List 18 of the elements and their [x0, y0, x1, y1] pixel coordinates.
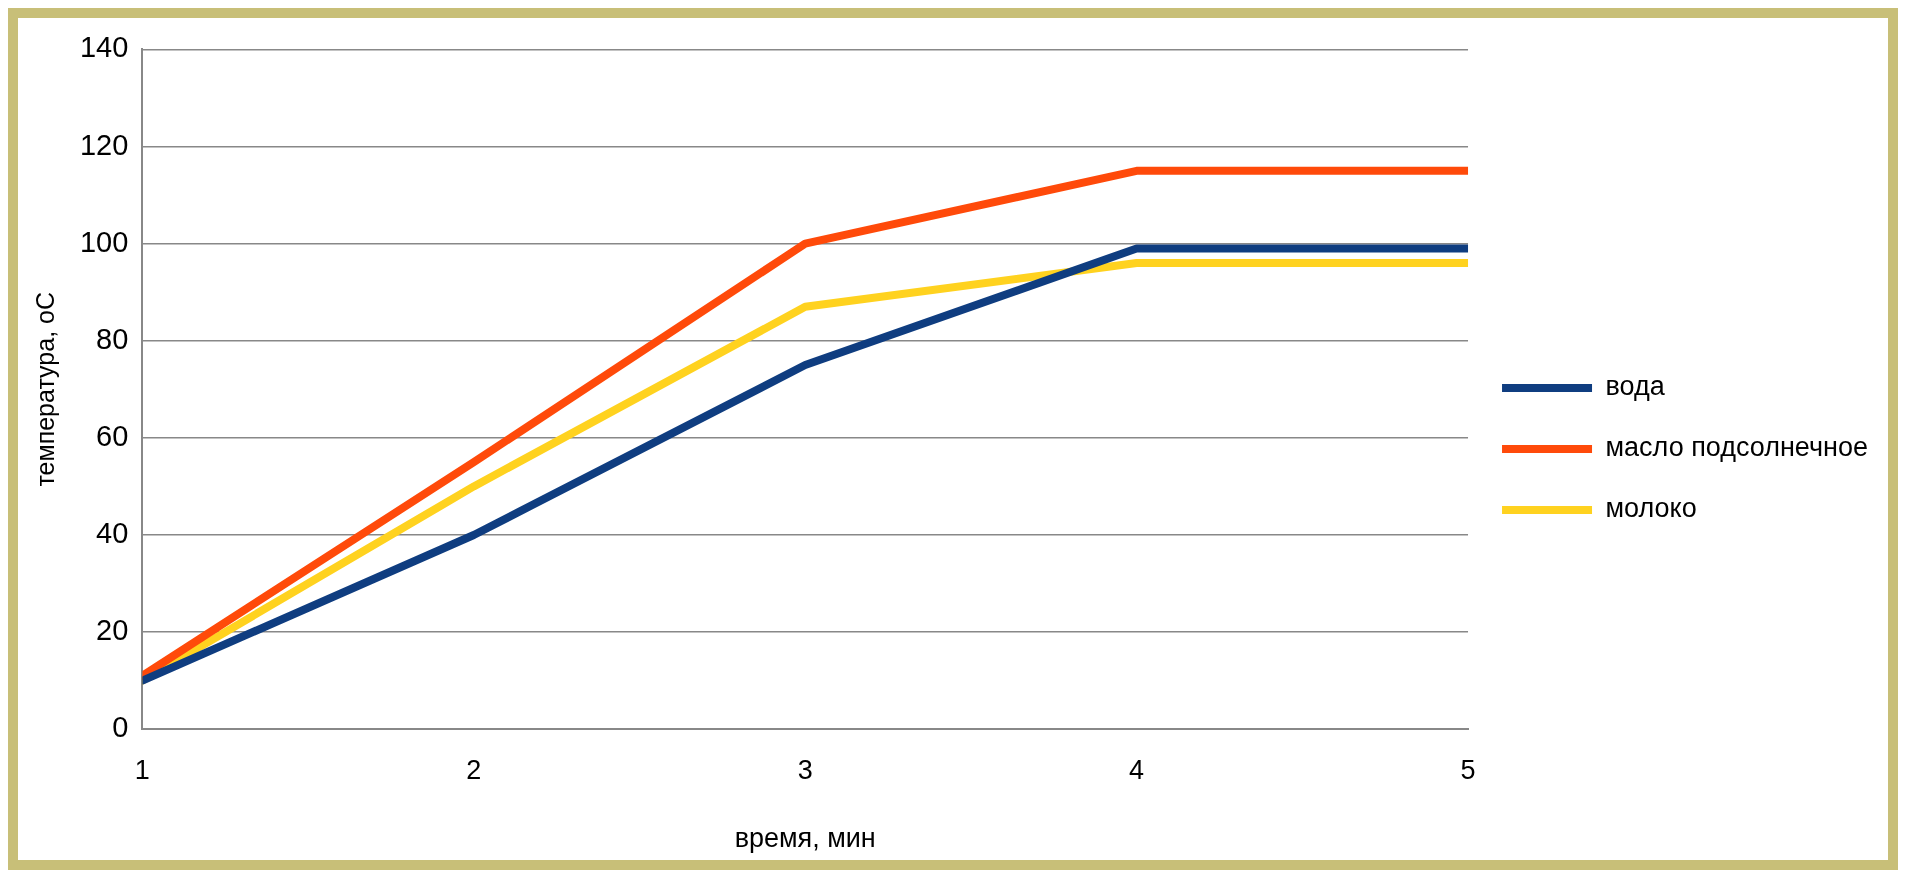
- y-tick-label: 140: [79, 31, 129, 64]
- y-tick-label: 40: [96, 516, 129, 549]
- y-axis-title: температура, оС: [30, 292, 59, 487]
- legend-label: молоко: [1605, 493, 1697, 524]
- x-tick-label: 3: [797, 754, 813, 785]
- x-tick-label: 5: [1460, 754, 1476, 785]
- x-tick-label: 1: [134, 754, 150, 785]
- y-tick-label: 80: [96, 322, 129, 355]
- y-tick-label: 60: [96, 419, 129, 452]
- y-tick-label: 0: [112, 711, 129, 744]
- legend-label: вода: [1605, 371, 1666, 402]
- y-tick-label: 20: [96, 614, 129, 647]
- x-axis-title: время, мин: [734, 823, 876, 854]
- y-tick-label: 120: [79, 128, 129, 161]
- x-tick-label: 4: [1129, 754, 1145, 785]
- legend-label: масло подсолнечное: [1605, 432, 1869, 463]
- y-tick-label: 100: [79, 225, 129, 258]
- x-tick-label: 2: [466, 754, 482, 785]
